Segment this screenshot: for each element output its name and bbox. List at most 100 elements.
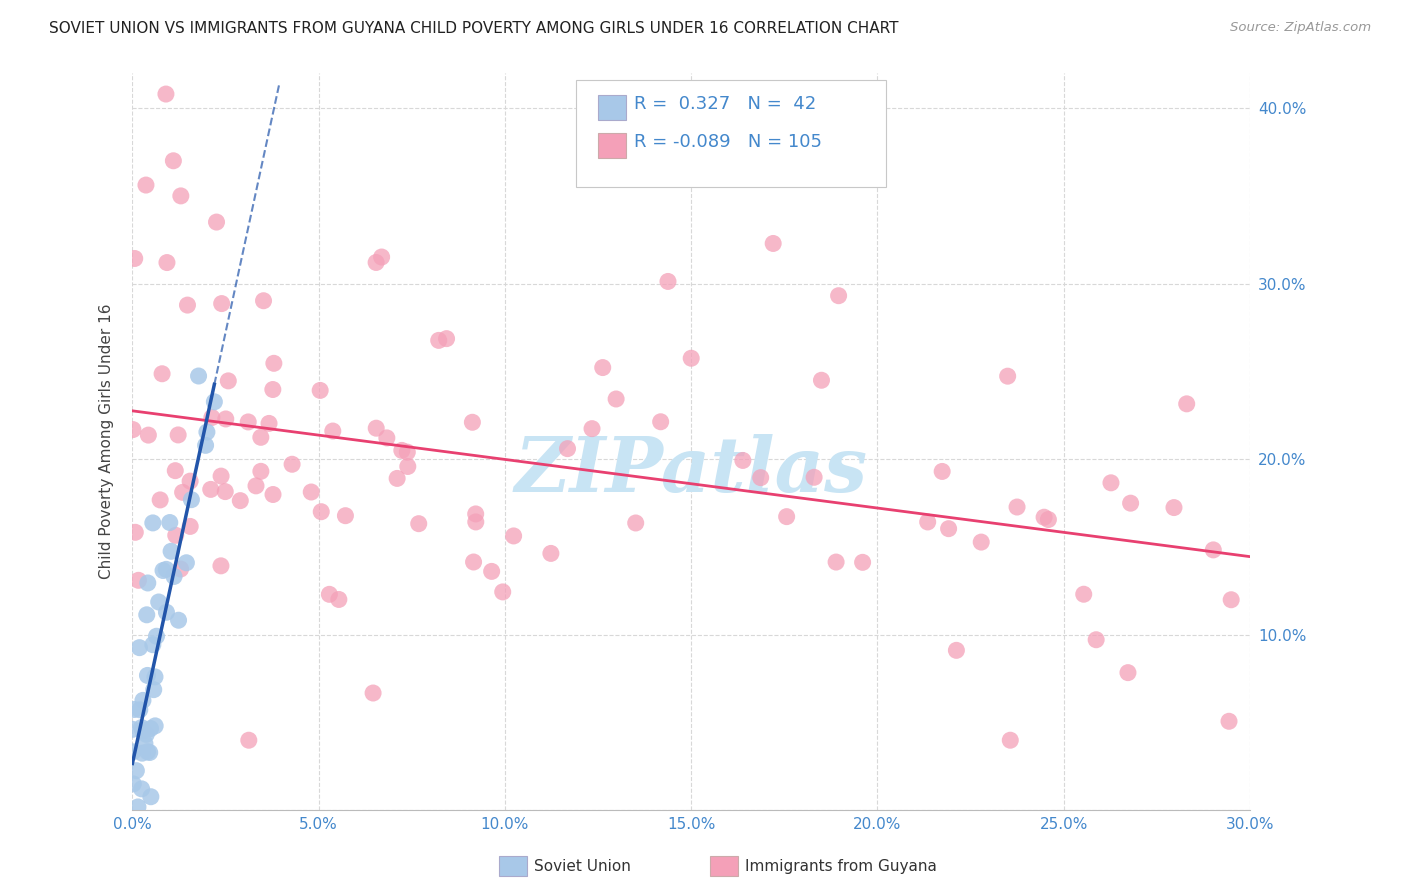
Point — [148, 595, 170, 609]
Point — [238, 733, 260, 747]
Point — [131, 721, 153, 735]
Point — [201, 410, 224, 425]
Point — [150, 367, 173, 381]
Point — [122, 745, 145, 759]
Point — [169, 562, 191, 576]
Point — [135, 178, 157, 192]
Point — [262, 383, 284, 397]
Point — [731, 453, 754, 467]
Point — [127, 800, 149, 814]
Point — [762, 236, 785, 251]
Point — [281, 457, 304, 471]
Point — [252, 293, 274, 308]
Point — [408, 516, 430, 531]
Point — [852, 555, 875, 569]
Point — [461, 415, 484, 429]
Point — [209, 469, 232, 483]
Point — [215, 412, 238, 426]
Point — [125, 764, 148, 778]
Point — [122, 423, 145, 437]
Point — [176, 556, 198, 570]
Point — [124, 252, 146, 266]
Point — [436, 332, 458, 346]
Point — [250, 430, 273, 444]
Point — [370, 250, 392, 264]
Point — [122, 702, 145, 716]
Point — [138, 428, 160, 442]
Point — [202, 394, 225, 409]
Point — [1038, 512, 1060, 526]
Point — [162, 153, 184, 168]
Point — [309, 505, 332, 519]
Point — [134, 737, 156, 751]
Point — [200, 483, 222, 497]
Point — [385, 471, 408, 485]
Point — [179, 474, 201, 488]
Point — [122, 777, 145, 791]
Point — [605, 392, 627, 406]
Point — [165, 464, 187, 478]
Point — [1116, 665, 1139, 680]
Point — [179, 519, 201, 533]
Text: R = -0.089   N = 105: R = -0.089 N = 105 — [634, 133, 823, 151]
Point — [1099, 475, 1122, 490]
Point — [149, 492, 172, 507]
Point — [155, 605, 177, 619]
Point — [170, 189, 193, 203]
Point — [945, 643, 967, 657]
Point — [136, 576, 159, 591]
Y-axis label: Child Poverty Among Girls Under 16: Child Poverty Among Girls Under 16 — [100, 304, 114, 580]
Point — [810, 373, 832, 387]
Text: Soviet Union: Soviet Union — [534, 859, 631, 873]
Point — [931, 465, 953, 479]
Point — [827, 288, 849, 302]
Point — [502, 529, 524, 543]
Point — [464, 507, 486, 521]
Point — [1073, 587, 1095, 601]
Text: SOVIET UNION VS IMMIGRANTS FROM GUYANA CHILD POVERTY AMONG GIRLS UNDER 16 CORREL: SOVIET UNION VS IMMIGRANTS FROM GUYANA C… — [49, 21, 898, 36]
Point — [309, 384, 332, 398]
Point — [970, 535, 993, 549]
Point — [142, 638, 165, 652]
Point — [143, 719, 166, 733]
Point — [167, 428, 190, 442]
Point — [132, 723, 155, 738]
Point — [1033, 510, 1056, 524]
Point — [1175, 397, 1198, 411]
Point — [250, 464, 273, 478]
Point — [263, 356, 285, 370]
Point — [464, 515, 486, 529]
Point — [135, 607, 157, 622]
Point — [681, 351, 703, 366]
Point — [581, 422, 603, 436]
Point — [180, 492, 202, 507]
Point — [124, 525, 146, 540]
Point — [145, 629, 167, 643]
Point — [361, 686, 384, 700]
Point — [1005, 500, 1028, 514]
Point — [135, 727, 157, 741]
Point — [1220, 592, 1243, 607]
Point — [481, 565, 503, 579]
Point — [165, 528, 187, 542]
Point — [492, 585, 515, 599]
Point — [229, 493, 252, 508]
Point — [803, 470, 825, 484]
Point — [142, 516, 165, 530]
Point — [463, 555, 485, 569]
Text: ZIPatlas: ZIPatlas — [515, 434, 868, 508]
Point — [396, 445, 419, 459]
Point — [172, 485, 194, 500]
Point — [143, 670, 166, 684]
Point — [318, 587, 340, 601]
Point — [205, 215, 228, 229]
Point — [195, 425, 218, 439]
Point — [366, 255, 388, 269]
Point — [427, 334, 450, 348]
Point — [131, 746, 153, 760]
Point — [176, 298, 198, 312]
Point — [139, 789, 162, 804]
Point — [1163, 500, 1185, 515]
Text: Source: ZipAtlas.com: Source: ZipAtlas.com — [1230, 21, 1371, 34]
Point — [155, 87, 177, 101]
